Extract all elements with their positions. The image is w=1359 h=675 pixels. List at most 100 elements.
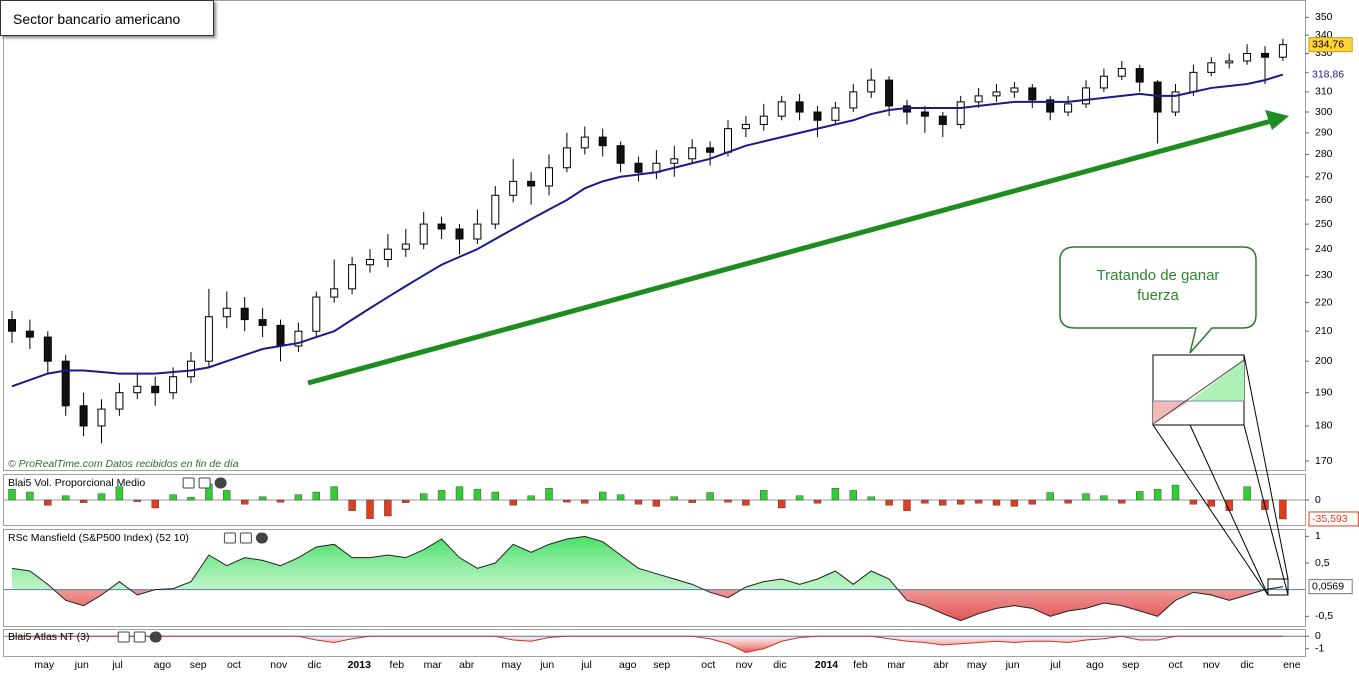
bar [79,499,88,503]
plot: 170 180 190 200 210 220 230 240 250 260 270 280 290 3… [4,11,1359,671]
candle-body [616,145,625,164]
bar [706,492,714,501]
area-negative [12,636,1283,653]
candle-body [366,258,374,266]
candle-body [383,248,392,260]
bar [1010,499,1019,507]
candle-body [885,79,894,107]
candle-body [222,307,231,318]
x-tick-label: ago [154,659,172,671]
panel-title: Blai5 Vol. Proporcional Medio [8,477,145,489]
candle-body [562,147,571,169]
bar [867,496,875,501]
bar [420,493,428,501]
window-icon [133,631,146,643]
candle-body [491,194,500,225]
x-tick-label: nov [1203,659,1221,671]
x-tick-label: jun [539,659,554,671]
bar [974,499,983,504]
candle-body [8,319,16,332]
rsc-frame [3,529,1306,627]
x-tick-label: jun [1005,659,1020,671]
candle-body [115,392,124,410]
panel [4,483,1305,520]
bar [1135,491,1144,501]
y-tick-label: 270 [1315,171,1333,183]
y-tick-label: 350 [1315,11,1333,23]
candle-body [169,376,178,394]
candle-body [1261,52,1269,58]
bar [634,499,643,505]
candle-body [330,288,339,298]
x-tick-label: feb [390,659,405,671]
candle-body [992,91,1001,97]
candle-body [920,111,929,117]
bar [849,490,857,501]
bar [312,491,320,501]
bar [491,491,499,501]
x-tick-label: dic [308,659,321,671]
bar [688,499,696,503]
bar [473,489,482,501]
bar [402,499,410,503]
area-negative [12,589,1283,621]
atlas-frame [3,629,1306,657]
last-value-box [1308,67,1353,83]
bar [1028,499,1037,505]
zoom-line [1243,354,1289,580]
bar [939,499,947,506]
y-tick-label: 180 [1315,420,1333,432]
close-icon [149,631,162,643]
candle-body [1243,52,1252,62]
close-icon [214,477,227,489]
bar [957,499,965,505]
bar [169,494,177,501]
x-tick-label: dic [773,659,786,671]
candle-body [724,128,732,153]
indicator-line [11,535,1283,622]
bar [115,486,124,501]
x-tick-label: 2014 [815,659,839,671]
settings-icon [182,477,195,489]
candle-body [79,405,88,427]
bar [240,499,249,505]
last-value-label: 0,0569 [1312,580,1344,592]
bar [151,499,159,509]
candle-body [43,336,52,362]
x-tick-label: may [967,659,988,671]
y-tick-label: 170 [1315,455,1333,467]
candle-body [276,324,285,347]
callout-text: Tratando de ganar fuerza [1096,267,1220,304]
zoom-line [1243,424,1289,596]
last-value-box [1308,511,1359,527]
bar [366,499,374,519]
candle-body [1278,44,1287,58]
bar [62,495,70,501]
x-tick-label: oct [701,659,715,671]
candle-body [1028,87,1037,101]
bar [455,486,464,501]
bar [187,497,195,501]
inset-down [1153,401,1190,424]
bar [348,499,356,511]
callout-bubble [1059,246,1257,354]
bar [760,490,768,501]
candle-body [1082,87,1090,105]
x-tick-label: ene [1283,659,1301,671]
candle-body [1171,91,1180,113]
panel [4,535,1305,622]
candle-body [956,101,965,125]
bar [26,491,34,501]
candle-body [294,330,303,347]
bar [258,496,267,501]
bar [1171,484,1180,501]
candle-body [1046,99,1055,113]
close-icon [255,532,268,544]
x-tick-label: mar [424,659,443,671]
bar [509,499,517,506]
x-tick-label: 2013 [348,659,372,671]
bar [1189,499,1198,505]
x-tick-label: sep [653,659,670,671]
bar [330,486,338,501]
